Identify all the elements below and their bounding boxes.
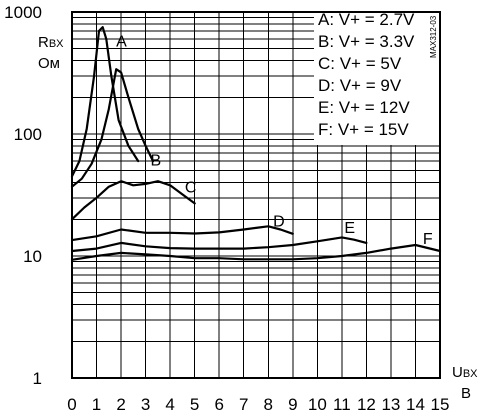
x-tick-label: 12 <box>357 395 376 414</box>
series-line-f <box>70 243 442 261</box>
series-line-b <box>70 68 155 188</box>
x-tick-label: 4 <box>165 395 174 414</box>
series-lines <box>70 26 442 261</box>
y-tick-label: 1000 <box>4 3 42 22</box>
x-tick-label: 14 <box>406 395 425 414</box>
x-tick-label: 15 <box>431 395 450 414</box>
x-tick-label: 2 <box>116 395 125 414</box>
legend-entry: C: V+ = 5V <box>318 54 402 73</box>
series-line-e <box>70 236 368 253</box>
series-label-c: C <box>185 180 197 197</box>
x-tick-label: 0 <box>67 395 76 414</box>
x-tick-label: 8 <box>264 395 273 414</box>
axis-labels: RBX Ом UBX B <box>38 34 478 402</box>
y-tick-label: 1 <box>33 369 42 388</box>
legend-background <box>314 9 439 145</box>
legend-entry: B: V+ = 3.3V <box>318 32 415 51</box>
series-line-a <box>70 26 140 178</box>
x-tick-label: 7 <box>239 395 248 414</box>
x-tick-label: 13 <box>381 395 400 414</box>
part-number: MAX312-03 <box>429 15 438 58</box>
legend: A: V+ = 2.7V B: V+ = 3.3V C: V+ = 5V D: V+ … <box>318 10 438 139</box>
legend-entry: D: V+ = 9V <box>318 76 402 95</box>
legend-entry: E: V+ = 12V <box>318 98 410 117</box>
series-label-a: A <box>116 34 127 51</box>
legend-entry: F: V+ = 15V <box>318 120 409 139</box>
x-axis-label: UBX <box>452 364 478 381</box>
x-tick-label: 9 <box>288 395 297 414</box>
series-label-b: B <box>151 153 162 170</box>
x-tick-label: 1 <box>92 395 101 414</box>
x-tick-label: 6 <box>214 395 223 414</box>
series-labels: A B C D E F <box>116 34 433 248</box>
plot-frame <box>71 11 441 379</box>
y-tick-label: 100 <box>14 125 42 144</box>
x-tick-label: 5 <box>190 395 199 414</box>
series-label-d: D <box>273 213 285 230</box>
x-tick-label: 11 <box>333 395 351 414</box>
x-tick-label: 3 <box>141 395 150 414</box>
x-tick-label: 10 <box>308 395 327 414</box>
series-label-e: E <box>344 220 355 237</box>
series-line-c <box>70 180 196 221</box>
series-line-d <box>70 225 294 242</box>
series-label-f: F <box>423 231 433 248</box>
y-tick-label: 10 <box>23 247 42 266</box>
y-axis-unit: Ом <box>38 55 60 72</box>
legend-entry: A: V+ = 2.7V <box>318 10 415 29</box>
x-axis-unit: B <box>461 385 471 402</box>
y-axis-label: RBX <box>38 34 64 51</box>
